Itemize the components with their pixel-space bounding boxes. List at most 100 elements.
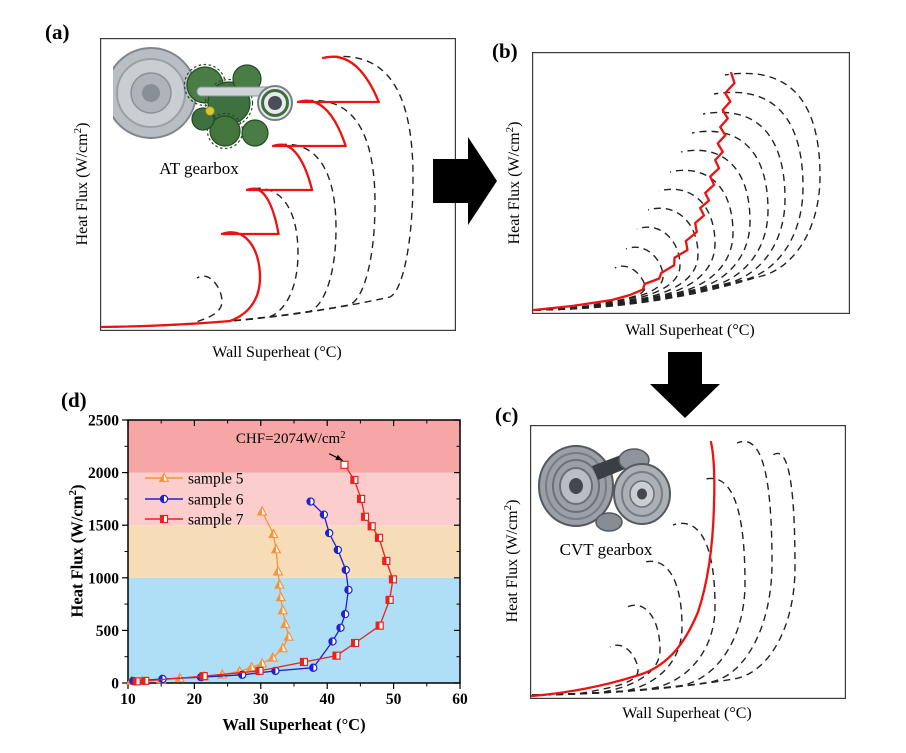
data-point-circle bbox=[336, 623, 345, 632]
data-point-square bbox=[350, 475, 359, 485]
data-point-circle bbox=[341, 565, 350, 575]
data-point-square bbox=[141, 676, 150, 685]
arrow-a-to-b-icon bbox=[433, 137, 497, 225]
panel-c-x-axis-label: Wall Superheat (°C) bbox=[622, 705, 752, 722]
data-point-square bbox=[375, 621, 384, 630]
data-point-square bbox=[132, 677, 141, 686]
boiling-curve-dashed bbox=[531, 452, 796, 696]
panel-a-x-axis-label: Wall Superheat (°C) bbox=[212, 344, 342, 361]
data-point-triangle bbox=[277, 604, 289, 615]
data-point-circle bbox=[344, 585, 353, 595]
boiling-curve-dashed bbox=[533, 130, 769, 311]
legend-label: sample 6 bbox=[188, 492, 244, 509]
panel-b-x-axis-label: Wall Superheat (°C) bbox=[625, 322, 755, 339]
heat-flux-band bbox=[128, 525, 460, 578]
data-point-square bbox=[299, 657, 309, 667]
x-tick-label: 10 bbox=[120, 691, 136, 708]
data-point-triangle bbox=[280, 618, 291, 629]
y-tick-label: 1500 bbox=[88, 518, 119, 535]
data-point-circle bbox=[309, 663, 318, 672]
data-point-square bbox=[332, 651, 341, 660]
data-point-triangle bbox=[283, 630, 294, 641]
panel-a-y-axis-label: Heat Flux (W/cm2) bbox=[71, 122, 92, 246]
data-point-square bbox=[159, 514, 169, 524]
panel-a-label: (a) bbox=[45, 20, 70, 44]
panel-c-y-axis-label: Heat Flux (W/cm2) bbox=[501, 499, 522, 623]
data-point-square bbox=[367, 522, 376, 531]
x-tick-label: 30 bbox=[253, 691, 269, 708]
data-point-square bbox=[340, 460, 349, 469]
heat-flux-band bbox=[128, 420, 460, 473]
red-boiling-curve bbox=[100, 55, 380, 329]
panel-c-label: (c) bbox=[495, 403, 519, 427]
data-point-circle bbox=[333, 545, 343, 555]
boiling-curve-dashed bbox=[531, 604, 661, 696]
heat-flux-band bbox=[128, 472, 460, 526]
x-tick-label: 40 bbox=[319, 691, 335, 708]
arrow-b-to-c-icon bbox=[650, 352, 720, 418]
data-point-circle bbox=[328, 637, 337, 646]
plot-frame bbox=[530, 425, 846, 699]
chf-annotation-text: CHF=2074W/cm2 bbox=[236, 430, 346, 447]
boiling-curve-dashed bbox=[533, 246, 664, 311]
red-boiling-curve bbox=[532, 71, 736, 312]
at-gearbox-image bbox=[113, 47, 293, 150]
data-point-square bbox=[360, 512, 370, 521]
panel-d-label: (d) bbox=[61, 388, 87, 412]
data-point-triangle bbox=[268, 528, 279, 539]
heat-flux-band bbox=[128, 577, 460, 683]
data-point-triangle bbox=[272, 565, 284, 576]
data-point-square bbox=[388, 575, 398, 584]
y-tick-label: 1000 bbox=[88, 570, 119, 587]
data-point-circle bbox=[340, 609, 350, 619]
data-point-square bbox=[382, 556, 391, 566]
boiling-curve-dashed bbox=[533, 188, 716, 311]
data-point-circle bbox=[324, 528, 334, 538]
data-point-square bbox=[350, 638, 360, 648]
data-point-triangle bbox=[274, 578, 285, 589]
data-point-triangle bbox=[267, 651, 279, 662]
y-tick-label: 2000 bbox=[88, 465, 119, 482]
panel-d-y-axis-label: Heat Flux (W/cm2) bbox=[66, 484, 87, 618]
data-point-triangle bbox=[158, 472, 170, 483]
data-point-triangle bbox=[256, 505, 268, 516]
cvt-gearbox-caption: CVT gearbox bbox=[559, 540, 653, 559]
data-point-square bbox=[356, 494, 366, 504]
plot-frame bbox=[127, 419, 461, 684]
data-point-square bbox=[255, 666, 264, 676]
legend-label: sample 5 bbox=[188, 471, 244, 488]
panel-b-y-axis-label: Heat Flux (W/cm2) bbox=[503, 121, 524, 245]
data-point-circle bbox=[306, 497, 315, 506]
boiling-curve-dashed bbox=[101, 231, 261, 328]
data-point-square bbox=[374, 533, 384, 542]
x-tick-label: 50 bbox=[386, 691, 402, 708]
panel-c-plot bbox=[530, 425, 846, 699]
boiling-curve-dashed bbox=[531, 560, 683, 696]
chf-arrowhead bbox=[335, 454, 343, 461]
panel-d-x-axis-label: Wall Superheat (°C) bbox=[222, 715, 366, 734]
y-tick-label: 0 bbox=[111, 676, 119, 693]
boiling-curve-dashed bbox=[533, 169, 734, 311]
red-boiling-curve bbox=[530, 440, 716, 698]
boiling-curve-dashed bbox=[101, 187, 299, 328]
boiling-curve-dashed bbox=[533, 91, 804, 311]
panel-b-label: (b) bbox=[492, 39, 518, 63]
y-tick-label: 500 bbox=[96, 623, 120, 640]
legend-label: sample 7 bbox=[188, 512, 244, 529]
panel-d-chart: 10 20 30 40 50 60 0 500 1000 1500 2000 2500 sample 5… bbox=[88, 413, 468, 709]
data-point-square bbox=[199, 672, 208, 681]
boiling-curve-dashed bbox=[533, 72, 821, 311]
boiling-curve-dashed bbox=[533, 111, 786, 311]
x-tick-label: 60 bbox=[452, 691, 468, 708]
data-point-circle bbox=[159, 494, 169, 504]
boiling-curve-dashed bbox=[101, 275, 223, 328]
data-point-triangle bbox=[246, 661, 257, 672]
data-point-square bbox=[385, 595, 394, 604]
y-tick-label: 2500 bbox=[88, 413, 119, 430]
data-point-triangle bbox=[275, 591, 287, 602]
at-gearbox-caption: AT gearbox bbox=[159, 159, 239, 178]
panel-b-plot bbox=[532, 52, 850, 314]
x-tick-label: 20 bbox=[187, 691, 203, 708]
cvt-gearbox-image bbox=[538, 445, 671, 532]
